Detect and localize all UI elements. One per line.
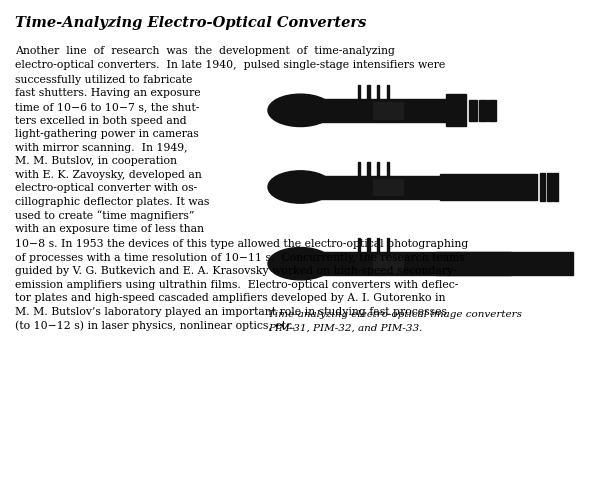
Text: tor plates and high-speed cascaded amplifiers developed by A. I. Gutorenko in: tor plates and high-speed cascaded ampli…: [15, 293, 445, 303]
Bar: [436, 252, 573, 275]
Bar: [316, 99, 446, 122]
Bar: [547, 173, 551, 201]
Bar: [367, 239, 370, 252]
Bar: [440, 174, 537, 200]
Text: with an exposure time of less than: with an exposure time of less than: [15, 223, 204, 234]
Text: 10−8 s. In 1953 the devices of this type allowed the electro-optical photographi: 10−8 s. In 1953 the devices of this type…: [15, 239, 468, 249]
Bar: [371, 101, 404, 120]
Text: Time-analyzing electro-optical image converters: Time-analyzing electro-optical image con…: [268, 310, 522, 319]
Text: Another  line  of  research  was  the  development  of  time-analyzing: Another line of research was the develop…: [15, 46, 395, 56]
Bar: [367, 162, 370, 175]
Bar: [316, 252, 511, 275]
Bar: [358, 239, 360, 252]
Bar: [540, 173, 545, 201]
Bar: [387, 239, 389, 252]
Text: PIM-31, PIM-32, and PIM-33.: PIM-31, PIM-32, and PIM-33.: [268, 324, 422, 332]
Bar: [387, 162, 389, 175]
Text: of processes with a time resolution of 10−11 s.  Concurrently, the research team: of processes with a time resolution of 1…: [15, 252, 465, 262]
Text: M. M. Butslov, in cooperation: M. M. Butslov, in cooperation: [15, 156, 177, 166]
Bar: [469, 100, 477, 121]
Text: guided by V. G. Butkevich and E. A. Krasovsky worked on high-speed secondary-: guided by V. G. Butkevich and E. A. Kras…: [15, 266, 457, 276]
Text: used to create “time magnifiers”: used to create “time magnifiers”: [15, 210, 195, 221]
Text: Time-Analyzing Electro-Optical Converters: Time-Analyzing Electro-Optical Converter…: [15, 16, 367, 30]
Text: cillographic deflector plates. It was: cillographic deflector plates. It was: [15, 197, 210, 206]
Bar: [358, 162, 360, 175]
Bar: [553, 173, 558, 201]
Text: (to 10−12 s) in laser physics, nonlinear optics, etc.: (to 10−12 s) in laser physics, nonlinear…: [15, 320, 295, 330]
Ellipse shape: [268, 171, 333, 203]
Text: light-gathering power in cameras: light-gathering power in cameras: [15, 129, 199, 139]
Text: emission amplifiers using ultrathin films.  Electro-optical converters with defl: emission amplifiers using ultrathin film…: [15, 280, 458, 289]
Text: time of 10−6 to 10−7 s, the shut-: time of 10−6 to 10−7 s, the shut-: [15, 102, 199, 112]
Bar: [371, 254, 404, 273]
Bar: [377, 239, 379, 252]
Bar: [377, 162, 379, 175]
Bar: [488, 100, 496, 121]
Text: electro-optical converter with os-: electro-optical converter with os-: [15, 183, 197, 193]
Text: electro-optical converters.  In late 1940,  pulsed single-stage intensifiers wer: electro-optical converters. In late 1940…: [15, 59, 445, 70]
Bar: [358, 85, 360, 99]
Bar: [446, 94, 465, 126]
Bar: [387, 85, 389, 99]
Ellipse shape: [268, 247, 333, 280]
Bar: [367, 85, 370, 99]
Ellipse shape: [268, 94, 333, 126]
Text: ters excelled in both speed and: ters excelled in both speed and: [15, 116, 187, 125]
Text: fast shutters. Having an exposure: fast shutters. Having an exposure: [15, 88, 201, 98]
Bar: [377, 85, 379, 99]
Text: with E. K. Zavoysky, developed an: with E. K. Zavoysky, developed an: [15, 169, 202, 179]
Text: M. M. Butslov’s laboratory played an important role in studying fast processes: M. M. Butslov’s laboratory played an imp…: [15, 306, 447, 317]
Bar: [371, 178, 404, 196]
Text: successfully utilized to fabricate: successfully utilized to fabricate: [15, 75, 192, 85]
Bar: [316, 175, 446, 199]
Bar: [479, 100, 487, 121]
Text: with mirror scanning.  In 1949,: with mirror scanning. In 1949,: [15, 142, 188, 153]
